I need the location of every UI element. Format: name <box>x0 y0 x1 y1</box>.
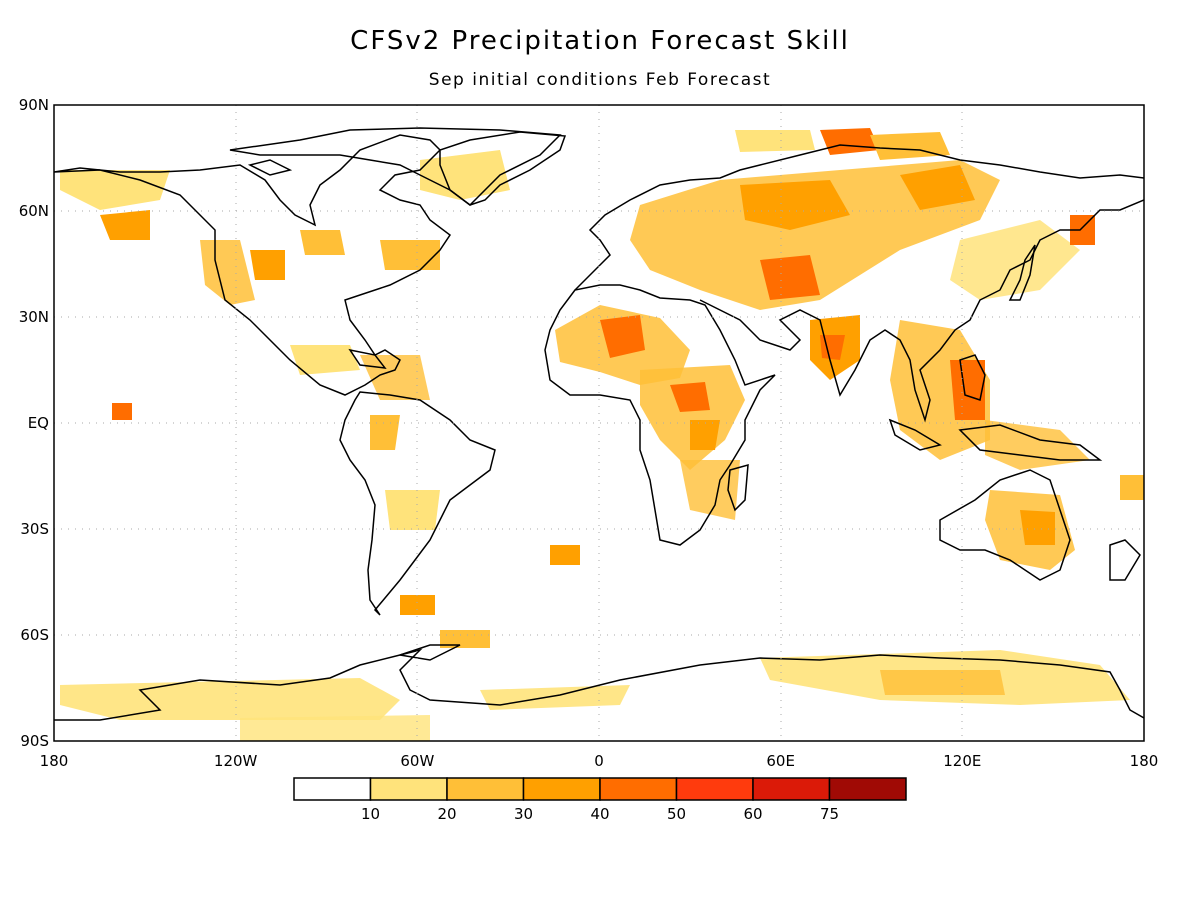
longitude-labels: 180 120W 60W 0 60E 120E 180 <box>40 752 1159 770</box>
colorbar-label: 60 <box>743 805 762 823</box>
lon-label: 180 <box>40 752 69 770</box>
colorbar-label: 10 <box>361 805 380 823</box>
colorbar-swatch <box>446 777 525 801</box>
lat-label: EQ <box>28 414 49 432</box>
lat-label: 90N <box>19 96 49 114</box>
lon-label: 120W <box>214 752 258 770</box>
colorbar: 10 20 30 40 50 60 75 <box>293 777 907 823</box>
lon-label: 120E <box>943 752 981 770</box>
skill-shading <box>60 128 1144 741</box>
colorbar-swatch <box>522 777 601 801</box>
colorbar-swatch <box>752 777 831 801</box>
colorbar-label: 30 <box>514 805 533 823</box>
lon-label: 60W <box>400 752 434 770</box>
lat-label: 30N <box>19 308 49 326</box>
colorbar-swatch <box>293 777 372 801</box>
colorbar-swatch <box>369 777 448 801</box>
lat-label: 60S <box>20 626 49 644</box>
latitude-labels: 90N 60N 30N EQ 30S 60S 90S <box>19 96 49 750</box>
lat-label: 90S <box>20 732 49 750</box>
colorbar-label: 20 <box>437 805 456 823</box>
lon-label: 0 <box>594 752 604 770</box>
lat-label: 30S <box>20 520 49 538</box>
colorbar-label: 50 <box>667 805 686 823</box>
map-title: CFSv2 Precipitation Forecast Skill <box>350 26 850 56</box>
map-frame <box>53 104 1145 742</box>
colorbar-label: 75 <box>820 805 839 823</box>
colorbar-swatch <box>675 777 754 801</box>
colorbar-swatch <box>599 777 678 801</box>
lon-label: 180 <box>1130 752 1159 770</box>
colorbar-swatch <box>828 777 907 801</box>
colorbar-label: 40 <box>590 805 609 823</box>
lon-label: 60E <box>766 752 795 770</box>
coastlines <box>54 127 1144 721</box>
lat-label: 60N <box>19 202 49 220</box>
gridlines <box>54 105 1144 741</box>
map-subtitle: Sep initial conditions Feb Forecast <box>428 70 772 90</box>
